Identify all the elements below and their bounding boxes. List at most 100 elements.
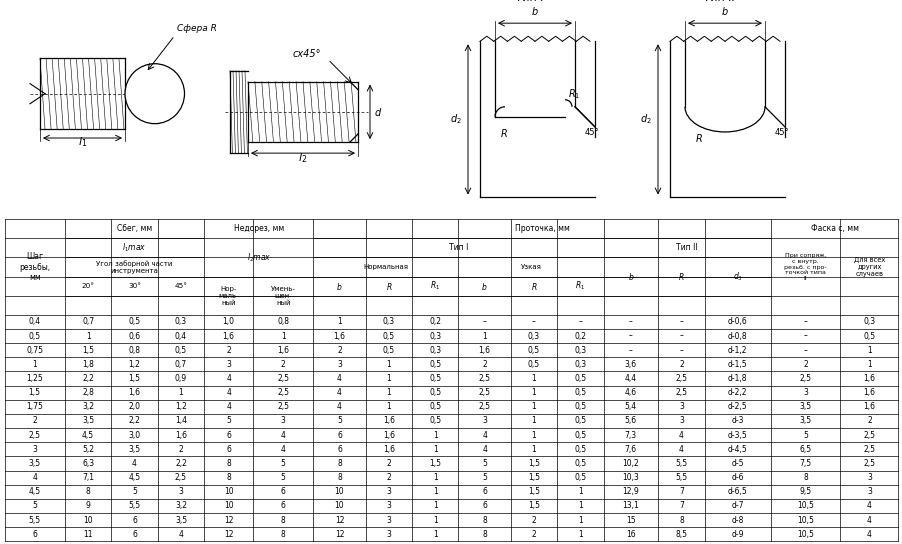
Text: –: – <box>578 317 582 326</box>
Text: 0,3: 0,3 <box>528 331 539 341</box>
Text: 1: 1 <box>432 473 437 482</box>
Text: 0,5: 0,5 <box>574 388 585 397</box>
Text: d-6: d-6 <box>731 473 743 482</box>
Text: 8,5: 8,5 <box>675 530 686 539</box>
Text: 1,6: 1,6 <box>862 403 875 411</box>
Text: 12: 12 <box>224 530 233 539</box>
Text: 7: 7 <box>678 487 683 496</box>
Text: 5: 5 <box>802 431 807 440</box>
Text: 2,2: 2,2 <box>175 459 187 468</box>
Text: 6: 6 <box>226 431 231 440</box>
Text: 10,5: 10,5 <box>796 502 813 510</box>
Text: 1: 1 <box>432 431 437 440</box>
Text: 2,2: 2,2 <box>128 417 141 425</box>
Text: 2,5: 2,5 <box>277 374 289 383</box>
Text: 0,3: 0,3 <box>175 317 187 326</box>
Text: 0,5: 0,5 <box>574 403 585 411</box>
Text: Угол заборной части
инструмента: Угол заборной части инструмента <box>97 260 172 274</box>
Text: –: – <box>628 331 632 341</box>
Text: 3: 3 <box>866 473 871 482</box>
Text: 0,6: 0,6 <box>128 331 141 341</box>
Text: 8: 8 <box>86 487 90 496</box>
Text: 2: 2 <box>531 530 536 539</box>
Text: 1,6: 1,6 <box>382 417 394 425</box>
Text: 3: 3 <box>179 487 183 496</box>
Text: 0,5: 0,5 <box>428 403 441 411</box>
Text: 1: 1 <box>179 388 183 397</box>
Text: 1,2: 1,2 <box>128 360 141 369</box>
Text: 3,5: 3,5 <box>82 417 94 425</box>
Text: d-0,6: d-0,6 <box>727 317 747 326</box>
Text: –: – <box>531 317 535 326</box>
Text: 1,25: 1,25 <box>26 374 43 383</box>
Text: 2,8: 2,8 <box>82 388 94 397</box>
Text: 1: 1 <box>482 331 486 341</box>
Text: 0,3: 0,3 <box>574 360 585 369</box>
Text: 5: 5 <box>226 417 231 425</box>
Text: $b$: $b$ <box>336 281 343 292</box>
Text: 1: 1 <box>432 530 437 539</box>
Text: 2,5: 2,5 <box>798 374 811 383</box>
Text: 1: 1 <box>432 487 437 496</box>
Text: 11: 11 <box>83 530 93 539</box>
Text: $l_1$max: $l_1$max <box>122 242 147 254</box>
Text: d-4,5: d-4,5 <box>727 445 747 454</box>
Text: 8: 8 <box>336 459 342 468</box>
Text: –: – <box>803 331 806 341</box>
Text: 2: 2 <box>179 445 183 454</box>
Text: 7,3: 7,3 <box>624 431 636 440</box>
Text: Фаска c, мм: Фаска c, мм <box>810 224 858 233</box>
Text: 1: 1 <box>432 502 437 510</box>
Text: 5: 5 <box>281 473 285 482</box>
Text: 1: 1 <box>531 417 536 425</box>
Text: 1: 1 <box>281 331 285 341</box>
Text: 4,5: 4,5 <box>29 487 41 496</box>
Text: $l_2$max: $l_2$max <box>246 251 271 264</box>
Text: 1,5: 1,5 <box>528 473 539 482</box>
Text: 6: 6 <box>32 530 37 539</box>
Text: d-2,5: d-2,5 <box>727 403 747 411</box>
Text: $l_2$: $l_2$ <box>298 151 308 165</box>
Text: Для всех
других
случаев: Для всех других случаев <box>853 257 884 277</box>
Text: 0,5: 0,5 <box>29 331 41 341</box>
Text: Тип II: Тип II <box>704 0 735 3</box>
Text: 6,5: 6,5 <box>798 445 811 454</box>
Text: 4: 4 <box>179 530 183 539</box>
Text: 3: 3 <box>802 388 807 397</box>
Text: 3: 3 <box>386 502 391 510</box>
Text: 2,5: 2,5 <box>175 473 187 482</box>
Text: 10,3: 10,3 <box>621 473 639 482</box>
Text: 6: 6 <box>132 516 137 524</box>
Text: 4: 4 <box>866 502 871 510</box>
Text: 0,5: 0,5 <box>128 317 141 326</box>
Text: 4: 4 <box>336 388 342 397</box>
Text: 3: 3 <box>386 516 391 524</box>
Text: 5,5: 5,5 <box>128 502 141 510</box>
Text: 8: 8 <box>336 473 342 482</box>
Text: 2: 2 <box>226 345 231 355</box>
Text: 2,5: 2,5 <box>478 388 490 397</box>
Text: 1,5: 1,5 <box>29 388 41 397</box>
Text: 1: 1 <box>432 516 437 524</box>
Text: $R_1$: $R_1$ <box>429 280 440 292</box>
Text: $R$: $R$ <box>500 127 507 139</box>
Text: 4,4: 4,4 <box>624 374 636 383</box>
Text: 4: 4 <box>482 431 486 440</box>
Text: 4: 4 <box>678 445 683 454</box>
Text: 2: 2 <box>386 459 391 468</box>
Text: $R$: $R$ <box>385 281 391 292</box>
Text: $b$: $b$ <box>721 5 728 17</box>
Text: 1,5: 1,5 <box>428 459 441 468</box>
Text: 0,5: 0,5 <box>382 331 394 341</box>
Text: 10,2: 10,2 <box>621 459 639 468</box>
Text: 3,5: 3,5 <box>798 403 811 411</box>
Text: 1: 1 <box>386 360 391 369</box>
Text: 7,6: 7,6 <box>624 445 636 454</box>
Text: 5,5: 5,5 <box>29 516 41 524</box>
Text: 2: 2 <box>803 360 807 369</box>
Text: Сфера R: Сфера R <box>177 24 216 34</box>
Text: 20°: 20° <box>81 283 95 289</box>
Text: 4: 4 <box>226 374 231 383</box>
Text: 10: 10 <box>335 487 344 496</box>
Text: 4,6: 4,6 <box>624 388 636 397</box>
